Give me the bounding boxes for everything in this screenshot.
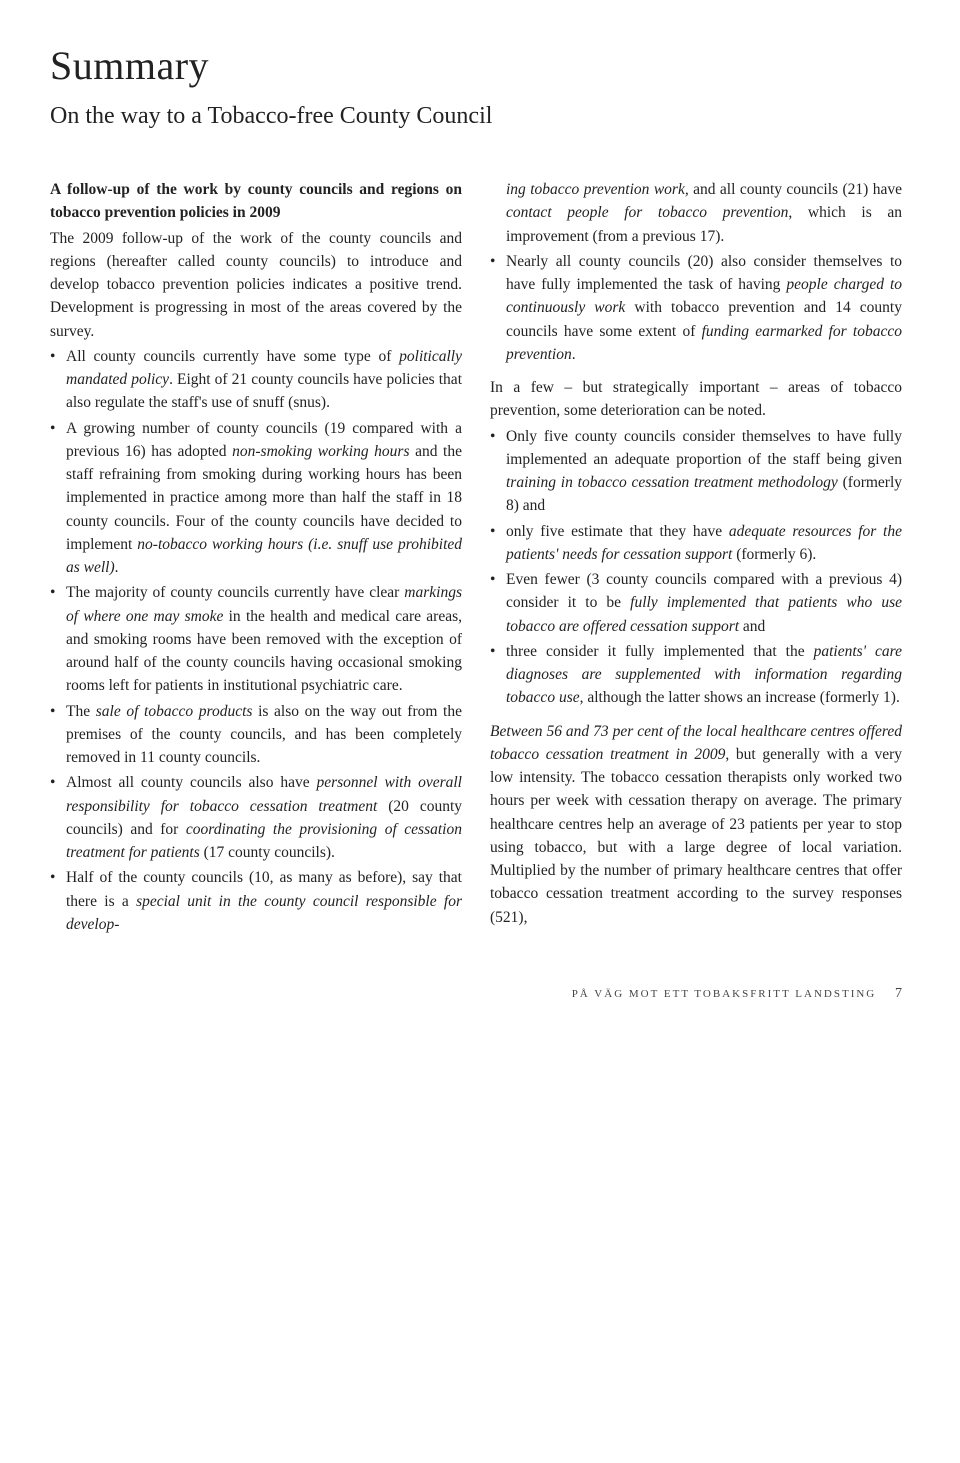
intro-paragraph: The 2009 follow-up of the work of the co… <box>50 227 462 343</box>
list-item: The sale of tobacco products is also on … <box>50 700 462 770</box>
continuation-paragraph: ing tobacco prevention work, and all cou… <box>490 178 902 248</box>
list-item: Nearly all county councils (20) also con… <box>490 250 902 366</box>
list-item: only five estimate that they have adequa… <box>490 520 902 567</box>
lead-paragraph: A follow-up of the work by county counci… <box>50 178 462 225</box>
content-columns: A follow-up of the work by county counci… <box>50 178 902 938</box>
tail-paragraph: Between 56 and 73 per cent of the local … <box>490 720 902 929</box>
list-item: three consider it fully implemented that… <box>490 640 902 710</box>
page-footer: PÅ VÄG MOT ETT TOBAKSFRITT LANDSTING 7 <box>50 986 902 1002</box>
right-bullet-list-2: Only five county councils consider thems… <box>490 425 902 710</box>
right-column: ing tobacco prevention work, and all cou… <box>490 178 902 938</box>
left-column: A follow-up of the work by county counci… <box>50 178 462 938</box>
footer-text: PÅ VÄG MOT ETT TOBAKSFRITT LANDSTING <box>572 988 877 1000</box>
page-subtitle: On the way to a Tobacco-free County Coun… <box>50 103 902 130</box>
list-item: Even fewer (3 county councils compared w… <box>490 568 902 638</box>
list-item: Only five county councils consider thems… <box>490 425 902 518</box>
page-number: 7 <box>895 986 902 1001</box>
list-item: Almost all county councils also have per… <box>50 771 462 864</box>
right-bullet-list-1: Nearly all county councils (20) also con… <box>490 250 902 366</box>
left-bullet-list: All county councils currently have some … <box>50 345 462 936</box>
list-item: All county councils currently have some … <box>50 345 462 415</box>
list-item: The majority of county councils currentl… <box>50 581 462 697</box>
page-title: Summary <box>50 42 902 89</box>
list-item: A growing number of county councils (19 … <box>50 417 462 580</box>
list-item: Half of the county councils (10, as many… <box>50 866 462 936</box>
mid-paragraph: In a few – but strategically important –… <box>490 376 902 423</box>
